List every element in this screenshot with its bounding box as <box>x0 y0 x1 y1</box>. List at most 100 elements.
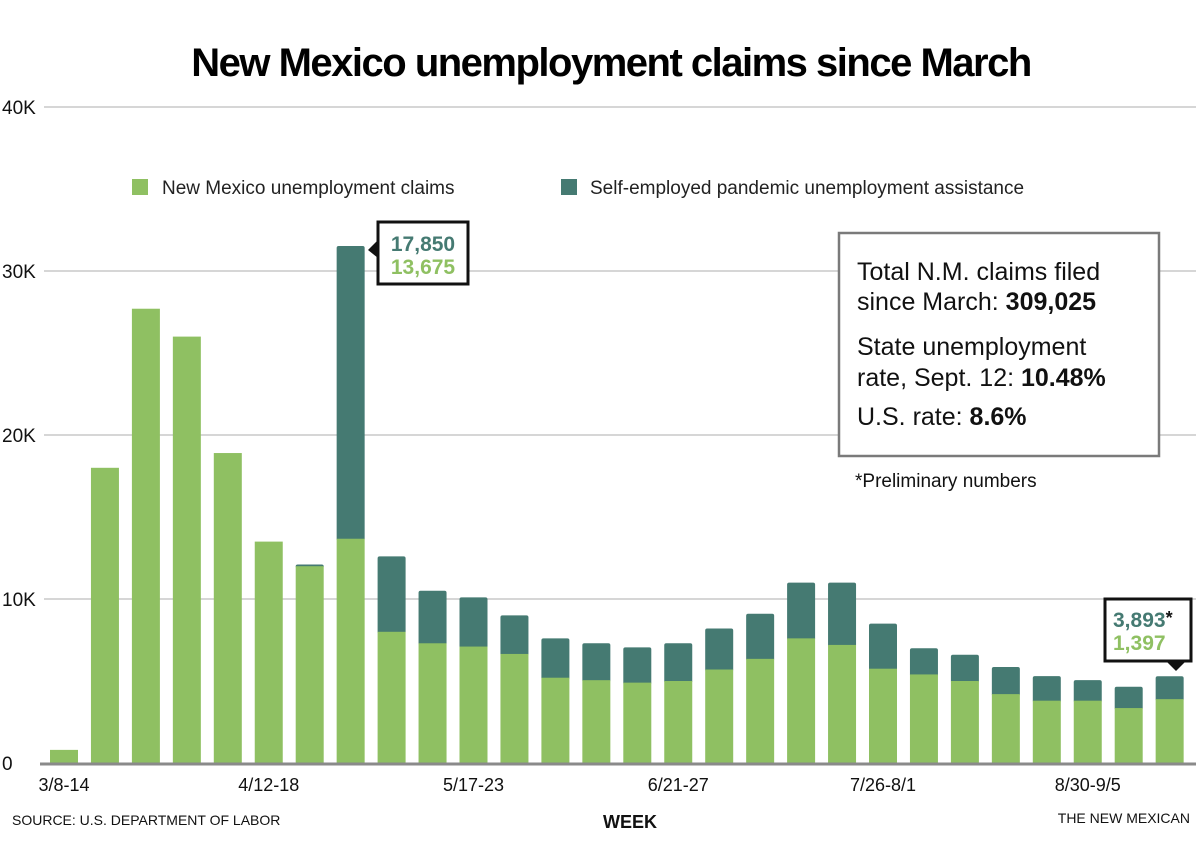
y-axis-ticks: 0 10K 20K 30K 40K <box>2 98 36 775</box>
callout-latest-box <box>1103 597 1193 663</box>
x-tick-label: 7/26-8/1 <box>850 775 916 795</box>
bar-stack <box>787 582 816 763</box>
bar-pua <box>541 638 570 680</box>
bar-stack <box>50 749 78 763</box>
bar-nm-claims <box>1032 700 1061 763</box>
bar-nm-claims <box>459 646 488 763</box>
x-tick-label: 4/12-18 <box>238 775 299 795</box>
callout-latest-top-number: 3,893 <box>1113 609 1166 632</box>
legend-label-pua: Self-employed pandemic unemployment assi… <box>590 178 1024 199</box>
bar-stack <box>500 615 529 763</box>
bar-nm-claims <box>90 467 119 763</box>
bar-nm-claims <box>991 694 1020 763</box>
y-tick-label: 20K <box>2 426 36 447</box>
bar-stack <box>1114 686 1143 763</box>
bar-pua <box>869 623 897 671</box>
bar-pua <box>828 582 857 647</box>
bar-pua <box>582 643 611 683</box>
legend-swatch-pua <box>561 179 577 195</box>
info-state-rate-line: rate, Sept. 12: 10.48% <box>857 364 1106 392</box>
bar-nm-claims <box>1155 699 1184 763</box>
info-total-claims-prefix: since March: <box>857 288 1006 316</box>
bar-stack <box>664 643 693 763</box>
bar-stack <box>869 623 897 763</box>
info-state-rate-value: 10.48% <box>1021 364 1106 392</box>
callout-peak-nm-value: 13,675 <box>391 256 456 279</box>
bars <box>50 245 1184 763</box>
bar-stack <box>623 647 652 763</box>
bar-pua <box>1073 680 1102 703</box>
callout-latest-nm-value: 1,397 <box>1113 632 1166 655</box>
bar-pua <box>1032 676 1061 703</box>
callout-peak-week: 17,850 13,675 <box>368 220 470 286</box>
x-tick-label: 8/30-9/5 <box>1055 775 1121 795</box>
x-axis-ticks: 3/8-14 4/12-18 5/17-23 6/21-27 7/26-8/1 8/30-… <box>38 775 1120 795</box>
callout-peak-pointer <box>368 240 378 258</box>
legend-label-nm-claims: New Mexico unemployment claims <box>162 178 455 199</box>
bar-nm-claims <box>909 674 938 763</box>
bar-pua <box>746 613 775 661</box>
bar-nm-claims <box>623 682 652 763</box>
info-box-border <box>837 231 1161 458</box>
callout-peak-pua-value: 17,850 <box>391 233 455 256</box>
bar-stack <box>828 582 857 763</box>
bar-pua <box>459 597 488 649</box>
bar-pua <box>418 590 447 646</box>
bar-stack <box>1155 676 1184 763</box>
bar-nm-claims <box>541 677 570 763</box>
info-total-claims-label: Total N.M. claims filed <box>857 258 1100 286</box>
y-tick-label: 10K <box>2 590 36 611</box>
bar-stack <box>909 648 938 763</box>
bar-nm-claims <box>213 453 242 763</box>
bar-stack <box>582 643 611 763</box>
bar-nm-claims <box>828 644 857 763</box>
bar-nm-claims <box>254 541 283 763</box>
bar-nm-claims <box>1114 708 1143 763</box>
info-us-rate-prefix: U.S. rate: <box>857 403 970 431</box>
bar-stack <box>1032 676 1061 763</box>
x-tick-label: 5/17-23 <box>443 775 504 795</box>
info-box: Total N.M. claims filed since March: 309… <box>837 231 1161 458</box>
bar-nm-claims <box>172 336 201 763</box>
callout-peak-box <box>376 220 470 286</box>
callout-latest-week: 3,893* 1,397 <box>1103 597 1193 671</box>
bar-nm-claims <box>705 669 734 763</box>
bar-nm-claims <box>50 749 78 763</box>
bar-stack <box>336 245 365 763</box>
bar-stack <box>295 564 324 763</box>
x-tick-label: 3/8-14 <box>38 775 89 795</box>
bar-stack <box>90 467 119 763</box>
info-total-claims-line: since March: 309,025 <box>857 288 1096 316</box>
bar-nm-claims <box>295 566 324 763</box>
info-state-rate-prefix: rate, Sept. 12: <box>857 364 1021 392</box>
bar-stack <box>991 667 1020 763</box>
legend: New Mexico unemployment claims Self-empl… <box>132 178 1024 199</box>
bar-nm-claims <box>500 653 529 763</box>
bar-nm-claims <box>377 631 406 763</box>
source-credit: SOURCE: U.S. DEPARTMENT OF LABOR <box>12 812 280 828</box>
bar-stack <box>1073 680 1102 763</box>
bar-stack <box>254 541 283 763</box>
y-tick-label: 0 <box>2 754 13 775</box>
bar-stack <box>172 336 201 763</box>
bar-nm-claims <box>418 643 447 763</box>
bar-pua <box>500 615 529 656</box>
bar-nm-claims <box>582 680 611 763</box>
bar-nm-claims <box>336 538 365 763</box>
bar-stack <box>950 654 979 763</box>
bar-stack <box>131 308 160 763</box>
bar-nm-claims <box>664 681 693 763</box>
bar-pua <box>377 556 406 634</box>
bar-pua <box>909 648 938 677</box>
y-tick-label: 40K <box>2 98 36 119</box>
bar-nm-claims <box>869 668 897 763</box>
bar-stack <box>541 638 570 763</box>
bar-pua <box>664 643 693 683</box>
preliminary-asterisk: * <box>1166 608 1173 628</box>
bar-nm-claims <box>131 308 160 763</box>
x-axis-title: WEEK <box>603 812 657 832</box>
bar-nm-claims <box>787 638 816 763</box>
bar-stack <box>377 556 406 763</box>
callout-latest-pointer <box>1166 661 1186 671</box>
